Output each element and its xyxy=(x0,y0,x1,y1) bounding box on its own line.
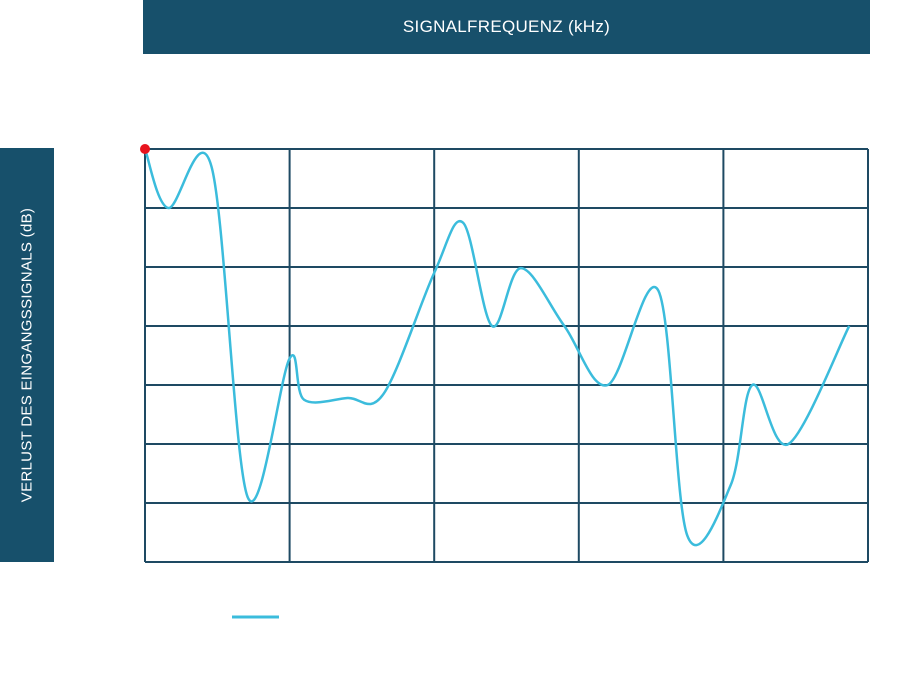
x-axis-title: SIGNALFREQUENZ (kHz) xyxy=(402,17,611,36)
x-axis-title-bar: SIGNALFREQUENZ (kHz) xyxy=(143,0,870,54)
start-marker xyxy=(140,144,150,154)
series-line xyxy=(143,148,851,547)
grid xyxy=(144,148,869,563)
y-axis-title-bar: VERLUST DES EINGANGSSIGNALS (dB) xyxy=(0,148,54,562)
